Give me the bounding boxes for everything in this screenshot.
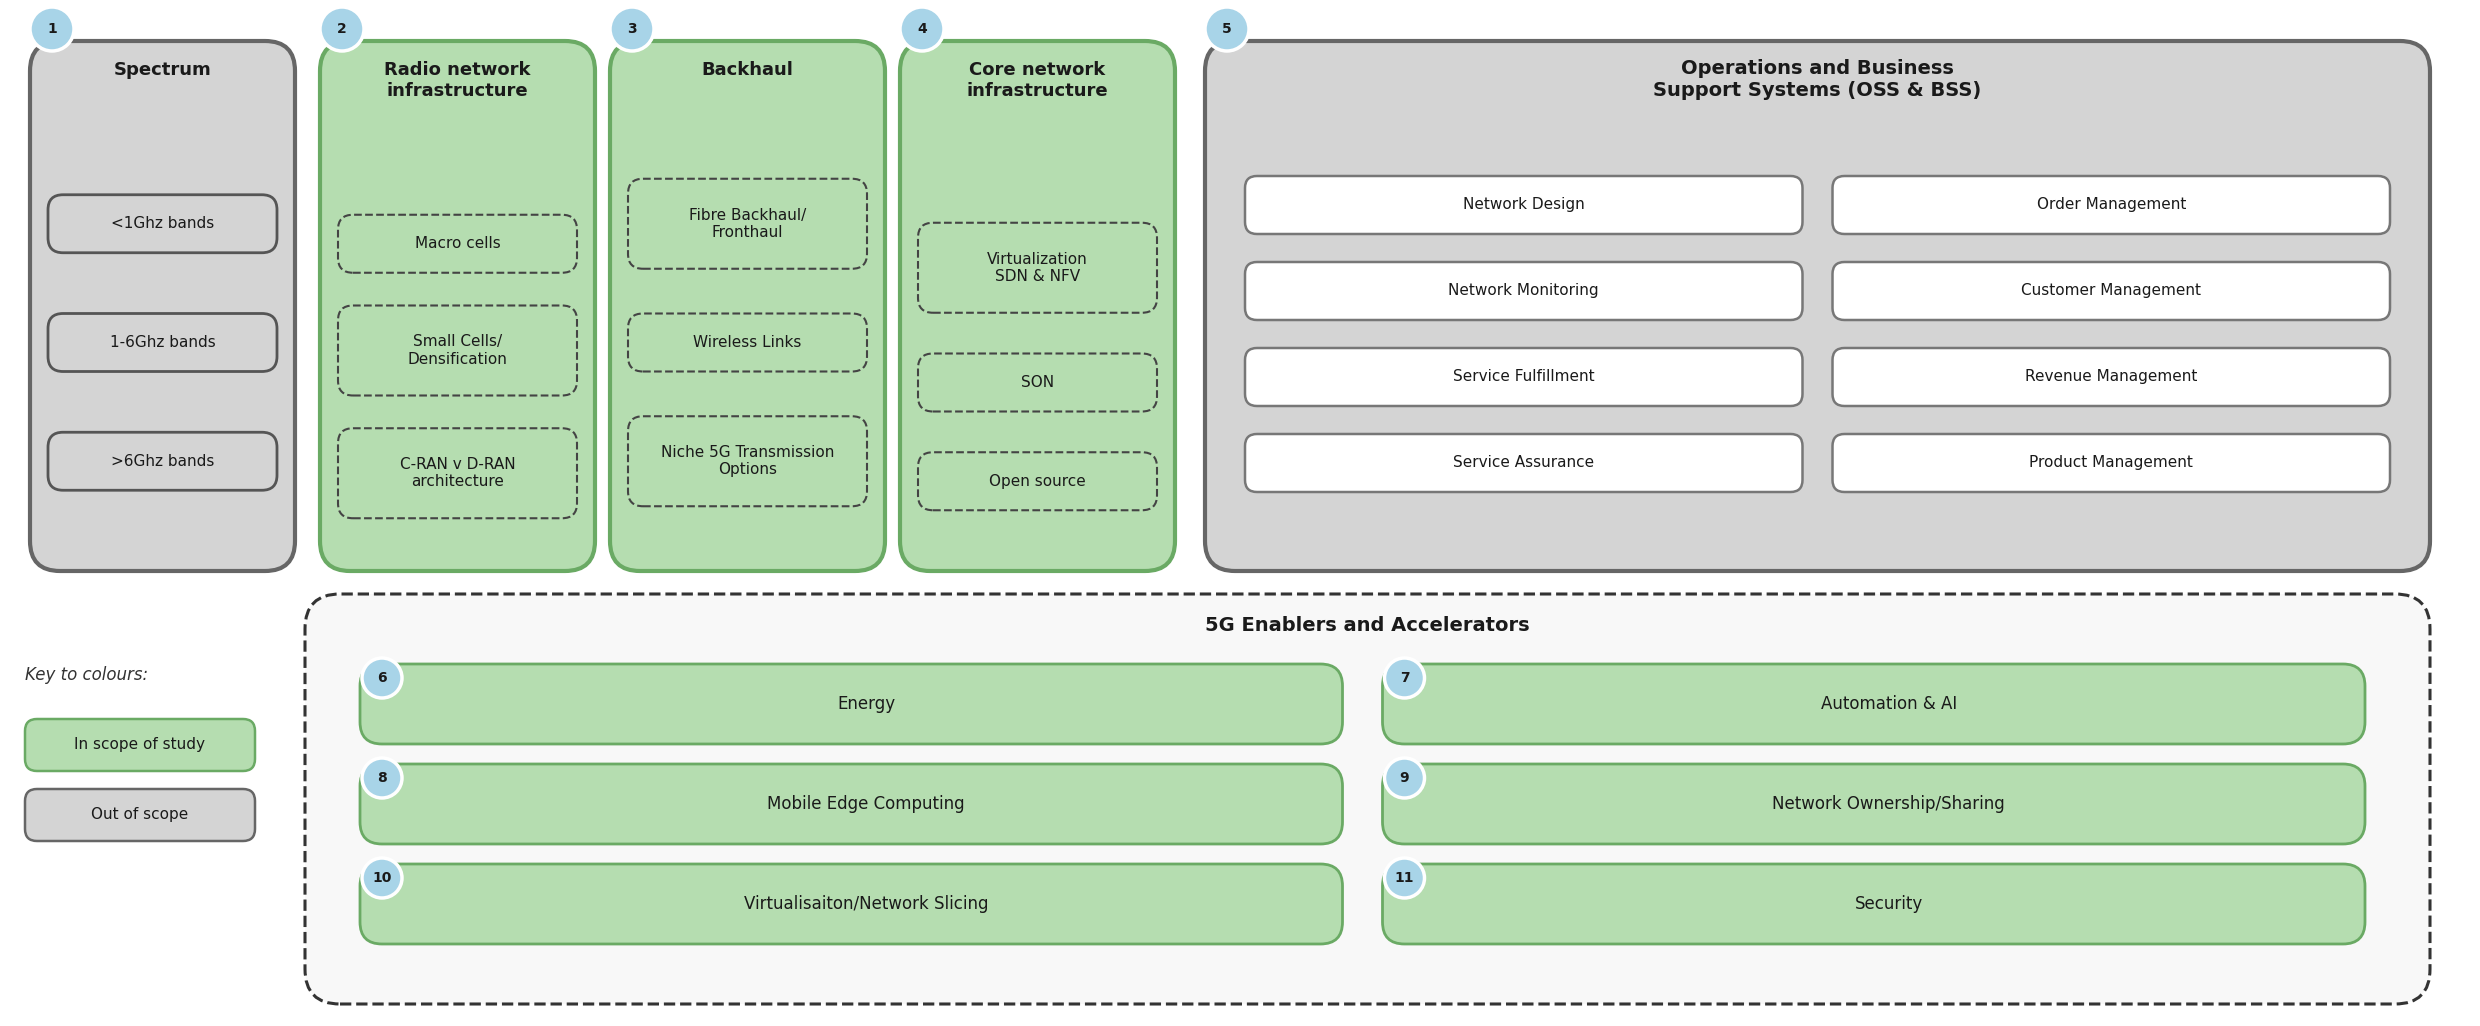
Text: Spectrum: Spectrum — [114, 61, 211, 79]
FancyBboxPatch shape — [610, 41, 885, 571]
FancyBboxPatch shape — [30, 41, 295, 571]
Text: Mobile Edge Computing: Mobile Edge Computing — [766, 795, 965, 813]
FancyBboxPatch shape — [47, 314, 278, 371]
Circle shape — [362, 758, 402, 798]
FancyBboxPatch shape — [25, 719, 255, 771]
Text: Virtualisaiton/Network Slicing: Virtualisaiton/Network Slicing — [744, 895, 990, 913]
FancyBboxPatch shape — [918, 223, 1158, 313]
Text: C-RAN v D-RAN
architecture: C-RAN v D-RAN architecture — [399, 457, 516, 489]
Text: 4: 4 — [918, 22, 928, 36]
FancyBboxPatch shape — [627, 179, 868, 269]
Text: 1: 1 — [47, 22, 57, 36]
FancyBboxPatch shape — [1245, 262, 1803, 320]
Text: Wireless Links: Wireless Links — [694, 336, 801, 350]
Circle shape — [1205, 7, 1250, 51]
FancyBboxPatch shape — [1381, 864, 2366, 944]
FancyBboxPatch shape — [1245, 348, 1803, 406]
FancyBboxPatch shape — [627, 417, 868, 506]
FancyBboxPatch shape — [337, 306, 578, 395]
Text: Security: Security — [1855, 895, 1922, 913]
Circle shape — [362, 858, 402, 898]
Text: Fibre Backhaul/
Fronthaul: Fibre Backhaul/ Fronthaul — [689, 207, 806, 240]
Text: Revenue Management: Revenue Management — [2026, 369, 2197, 385]
FancyBboxPatch shape — [1833, 348, 2391, 406]
FancyBboxPatch shape — [320, 41, 595, 571]
Text: Niche 5G Transmission
Options: Niche 5G Transmission Options — [660, 445, 833, 477]
FancyBboxPatch shape — [1833, 434, 2391, 492]
Text: Service Assurance: Service Assurance — [1453, 456, 1595, 471]
FancyBboxPatch shape — [360, 664, 1342, 744]
FancyBboxPatch shape — [47, 195, 278, 252]
FancyBboxPatch shape — [900, 41, 1176, 571]
FancyBboxPatch shape — [1833, 176, 2391, 234]
Text: Order Management: Order Management — [2036, 197, 2185, 212]
Circle shape — [900, 7, 945, 51]
Text: Network Monitoring: Network Monitoring — [1448, 283, 1600, 299]
FancyBboxPatch shape — [1381, 764, 2366, 844]
FancyBboxPatch shape — [1245, 176, 1803, 234]
Text: In scope of study: In scope of study — [74, 738, 206, 752]
FancyBboxPatch shape — [337, 428, 578, 518]
Text: 1-6Ghz bands: 1-6Ghz bands — [109, 336, 216, 350]
FancyBboxPatch shape — [360, 764, 1342, 844]
Text: Customer Management: Customer Management — [2021, 283, 2202, 299]
Text: 5G Enablers and Accelerators: 5G Enablers and Accelerators — [1205, 616, 1530, 635]
FancyBboxPatch shape — [1205, 41, 2430, 571]
FancyBboxPatch shape — [47, 432, 278, 490]
FancyBboxPatch shape — [337, 214, 578, 273]
FancyBboxPatch shape — [360, 864, 1342, 944]
Text: Service Fulfillment: Service Fulfillment — [1453, 369, 1595, 385]
Text: Virtualization
SDN & NFV: Virtualization SDN & NFV — [987, 251, 1089, 284]
Text: 6: 6 — [377, 671, 387, 685]
Text: Energy: Energy — [838, 695, 895, 713]
FancyBboxPatch shape — [305, 594, 2430, 1004]
FancyBboxPatch shape — [918, 452, 1158, 510]
FancyBboxPatch shape — [1833, 262, 2391, 320]
Text: 11: 11 — [1394, 871, 1414, 885]
FancyBboxPatch shape — [1245, 434, 1803, 492]
Circle shape — [320, 7, 365, 51]
Circle shape — [362, 658, 402, 698]
Circle shape — [1384, 858, 1424, 898]
Text: Automation & AI: Automation & AI — [1820, 695, 1957, 713]
Text: 5: 5 — [1223, 22, 1233, 36]
Text: SON: SON — [1022, 374, 1054, 390]
Text: Product Management: Product Management — [2029, 456, 2192, 471]
Text: 10: 10 — [372, 871, 392, 885]
Text: Core network
infrastructure: Core network infrastructure — [967, 61, 1109, 100]
FancyBboxPatch shape — [627, 314, 868, 371]
Text: <1Ghz bands: <1Ghz bands — [112, 216, 213, 231]
Circle shape — [610, 7, 655, 51]
Text: Radio network
infrastructure: Radio network infrastructure — [384, 61, 531, 100]
Text: Backhaul: Backhaul — [702, 61, 794, 79]
Circle shape — [30, 7, 74, 51]
Circle shape — [1384, 658, 1424, 698]
Text: 9: 9 — [1399, 771, 1409, 785]
Text: Macro cells: Macro cells — [414, 236, 501, 251]
Text: Small Cells/
Densification: Small Cells/ Densification — [407, 334, 508, 366]
FancyBboxPatch shape — [1381, 664, 2366, 744]
Text: Operations and Business
Support Systems (OSS & BSS): Operations and Business Support Systems … — [1654, 60, 1982, 100]
Text: Network Design: Network Design — [1463, 197, 1585, 212]
Text: 2: 2 — [337, 22, 347, 36]
Text: 3: 3 — [627, 22, 637, 36]
Text: Key to colours:: Key to colours: — [25, 666, 149, 684]
FancyBboxPatch shape — [25, 789, 255, 841]
Circle shape — [1384, 758, 1424, 798]
Text: Network Ownership/Sharing: Network Ownership/Sharing — [1773, 795, 2006, 813]
FancyBboxPatch shape — [918, 354, 1158, 411]
Text: 8: 8 — [377, 771, 387, 785]
Text: Out of scope: Out of scope — [92, 807, 188, 823]
Text: >6Ghz bands: >6Ghz bands — [112, 453, 213, 469]
Text: 7: 7 — [1399, 671, 1409, 685]
Text: Open source: Open source — [990, 474, 1086, 488]
